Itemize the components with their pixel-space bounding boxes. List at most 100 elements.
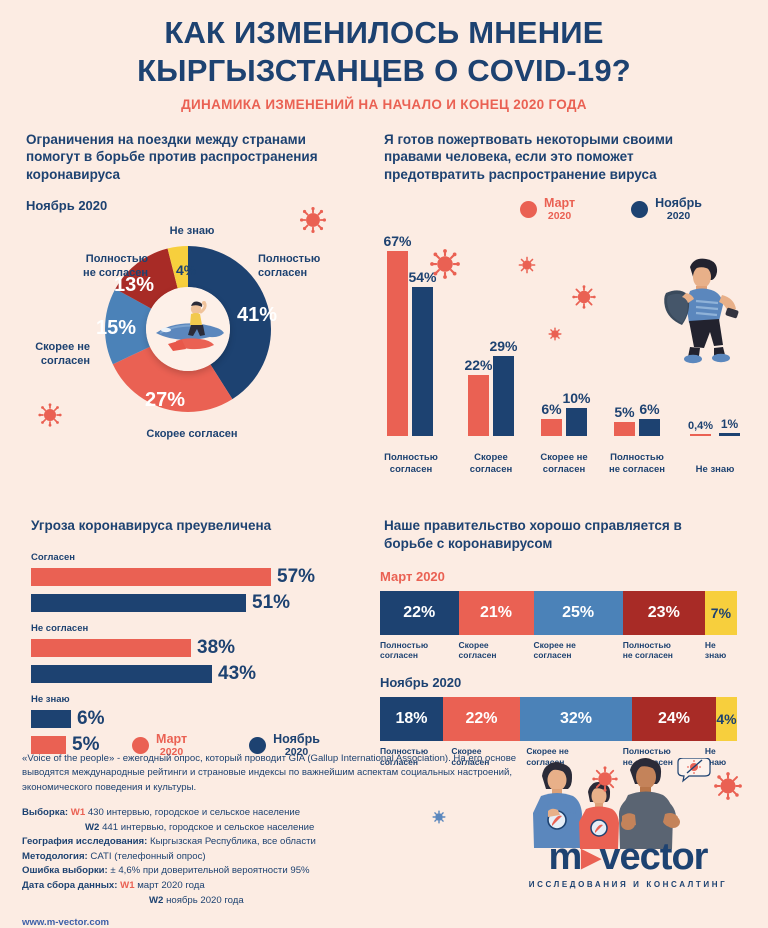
hbar-value-november-dont-know: 6%	[77, 707, 105, 729]
footer-date-w2: W2 ноябрь 2020 года	[22, 894, 522, 909]
legend-item-november: Ноябрь 2020	[249, 732, 320, 758]
stacked-chart-november: Ноябрь 2020 18% 22% 32% 24% 4% Полностью…	[380, 675, 768, 767]
footer-error: Ошибка выборки: ± 4,6% при доверительной…	[22, 864, 522, 879]
footer-date-w1: Дата сбора данных: W1 март 2020 года	[22, 879, 522, 894]
stacked-chart-march: Март 2020 22% 21% 25% 23% 7% Полностью со…	[380, 569, 768, 661]
vbar-value-november-rather-disagree: 10%	[562, 389, 591, 406]
stacked-seg-november-rather-agree: 22%	[443, 696, 520, 741]
donut-label-fully-agree: Полностью согласен	[258, 253, 321, 279]
legend-label-november: Ноябрь	[273, 731, 320, 746]
vbar-category-rather-disagree: Скорее не согласен	[540, 451, 588, 475]
donut-svg	[105, 246, 271, 413]
footer-paragraph: «Voice of the people» - ежегодный опрос,…	[22, 753, 517, 793]
plane-icon	[146, 287, 230, 372]
stacked-seg-november-rather-disagree: 32%	[520, 696, 633, 741]
hbar-section: Угроза коронавируса преувеличена Согласе…	[0, 517, 378, 767]
stacked-label-fully-agree: Полностью согласен	[380, 639, 429, 661]
footer-error-value: ± 4,6% при доверительной вероятности 95%	[110, 865, 310, 877]
legend-year-november: 2020	[284, 746, 309, 759]
vbar-category-rather-agree: Скорее согласен	[469, 451, 513, 475]
donut-value-fully-agree: 41%	[237, 304, 278, 327]
legend-year-march: 2020	[547, 210, 572, 223]
footer-geography: География исследования: Кыргызская Респу…	[22, 835, 522, 850]
man-with-shield-illustration	[664, 258, 739, 363]
legend-item-march: Март 2020	[520, 196, 575, 222]
stacked-seg-march-rather-disagree: 25%	[533, 590, 623, 635]
donut-slice-dont-know	[105, 246, 271, 413]
legend-dot-march	[520, 200, 537, 218]
footer-url-link[interactable]: www.m-vector.com	[22, 917, 110, 928]
stacked-section: Наше правительство хорошо справляется в …	[378, 517, 768, 767]
vbar-november-dont-know: 1%	[719, 417, 740, 436]
footer-details: Выборка: W1 430 интервью, городское и се…	[22, 806, 522, 908]
legend-year-november: 2020	[666, 210, 691, 223]
stacked-bar-march: 22% 21% 25% 23% 7%	[380, 590, 737, 635]
stacked-label-rather-agree: Скорее согласен	[451, 745, 490, 767]
vbar-category-fully-agree: Полностью согласен	[384, 451, 438, 475]
legend-dot-november	[249, 736, 267, 754]
donut-value-fully-disagree: 13%	[114, 274, 155, 297]
stacked-label-fully-agree: Полностью согласен	[380, 745, 429, 767]
virus-icon	[430, 248, 460, 279]
page-title-line-1: КАК ИЗМЕНИЛОСЬ МНЕНИЕ	[164, 15, 604, 50]
vbar-march-rather-disagree: 6%	[541, 401, 562, 436]
stacked-label-dont-know: Не знаю	[704, 745, 727, 767]
legend-dot-march	[132, 736, 149, 754]
hbar-row-march-agree: 57%	[31, 566, 378, 588]
vbar-category-dont-know: Не знаю	[695, 463, 735, 475]
stacked-label-rather-disagree: Скорее не согласен	[533, 639, 576, 661]
vbar-november-rather-disagree: 10%	[562, 390, 591, 436]
vbar-march-rather-agree: 22%	[464, 357, 493, 436]
plane-illustration	[146, 287, 230, 372]
legend-item-november: Ноябрь 2020	[631, 196, 702, 222]
vbar-value-november-dont-know: 1%	[720, 416, 739, 431]
bottom-row: Угроза коронавируса преувеличена Согласе…	[0, 517, 768, 767]
virus-icon	[300, 207, 326, 234]
stacked-seg-march-rather-agree: 21%	[458, 590, 534, 635]
top-row: Ограничения на поездки между странами по…	[0, 131, 768, 513]
donut-label-fully-disagree: Полностью не согласен	[83, 253, 148, 279]
stacked-seg-november-dont-know: 4%	[716, 696, 737, 741]
vbar-value-november-rather-agree: 29%	[489, 337, 518, 354]
vbar-value-march-fully-agree: 67%	[383, 232, 412, 249]
footer-date-label: Дата сбора данных:	[22, 880, 118, 892]
page-title-line-2: КЫРГЫЗСТАНЦЕВ О COVID-19?	[137, 52, 631, 88]
footer-geo-value: Кыргызская Республика, все области	[149, 836, 316, 848]
footer-sample-w2: W2 441 интервью, городское и сельское на…	[22, 821, 522, 836]
footer-date-w2-tag: W2	[149, 894, 164, 906]
donut-label-rather-agree: Скорее согласен	[146, 428, 238, 441]
stacked-section-title: Наше правительство хорошо справляется в …	[384, 518, 682, 551]
stacked-march-period: Март 2020	[380, 568, 445, 584]
virus-icon	[518, 256, 536, 273]
vbar-chart: 67% 54% Полностью согласен 22% 29% Ско	[378, 229, 768, 484]
stacked-march-labels: Полностью согласен Скорее согласен Скорее …	[380, 640, 737, 661]
footer-sample-w1: Выборка: W1 430 интервью, городское и се…	[22, 806, 522, 821]
hbar-value-march-disagree: 38%	[197, 636, 236, 658]
donut-section-title: Ограничения на поездки между странами по…	[26, 131, 318, 183]
virus-icon	[714, 772, 742, 800]
vbar-march-fully-agree: 67%	[383, 233, 412, 436]
donut-value-dont-know: 4%	[176, 262, 197, 279]
company-logo: m▸vector ИССЛЕДОВАНИЯ И КОНСАЛТИНГ	[498, 838, 758, 889]
hbar-group-agree: Согласен 57% 51%	[31, 552, 378, 614]
vbar-value-march-rather-disagree: 6%	[541, 400, 562, 417]
vbar-section-title: Я готов пожертвовать некоторыми своими п…	[384, 131, 674, 183]
donut-chart: Полностью согласен Скорее согласен Скорее…	[0, 207, 378, 513]
hbar-row-november-disagree: 43%	[31, 663, 378, 685]
donut-label-dont-know: Не знаю	[169, 225, 215, 238]
footer-w2-tag: W2	[85, 821, 100, 833]
hbar-section-title: Угроза коронавируса преувеличена	[31, 518, 272, 534]
footer-sample-label: Выборка:	[22, 807, 69, 819]
donut-period-label: Ноябрь 2020	[26, 198, 108, 214]
vbar-march-dont-know: 0,4%	[688, 420, 713, 436]
vbar-november-fully-agree: 54%	[408, 269, 437, 436]
legend-item-march: Март 2020	[132, 732, 187, 758]
hbar-category-disagree: Не согласен	[31, 622, 89, 634]
header: КАК ИЗМЕНИЛОСЬ МНЕНИЕ КЫРГЫЗСТАНЦЕВ О CO…	[0, 0, 768, 112]
footer-date-w2-value: ноябрь 2020 года	[166, 894, 244, 906]
stacked-seg-march-fully-agree: 22%	[380, 590, 459, 635]
virus-icon	[548, 326, 562, 341]
virus-icon	[38, 403, 62, 427]
vbar-value-march-rather-agree: 22%	[464, 356, 493, 373]
